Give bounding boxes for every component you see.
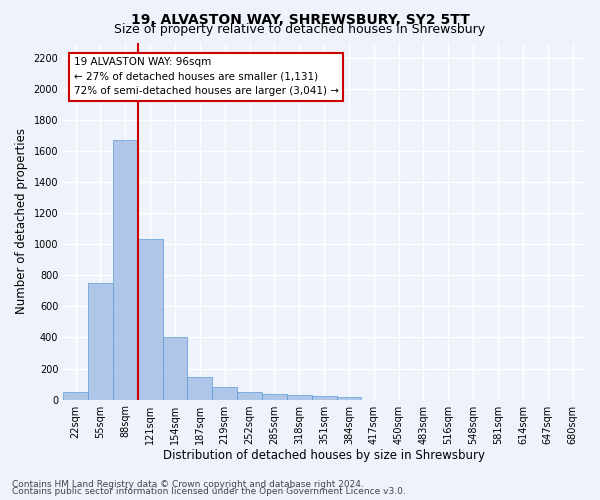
Y-axis label: Number of detached properties: Number of detached properties [15, 128, 28, 314]
Bar [88, 284, 113, 400]
Text: 19, ALVASTON WAY, SHREWSBURY, SY2 5TT: 19, ALVASTON WAY, SHREWSBURY, SY2 5TT [131, 12, 469, 26]
Bar [287, 395, 311, 400]
Bar [113, 140, 138, 400]
Text: Contains HM Land Registry data © Crown copyright and database right 2024.: Contains HM Land Registry data © Crown c… [12, 480, 364, 489]
Bar [337, 397, 361, 400]
Bar [237, 392, 262, 400]
Bar [212, 386, 237, 400]
Text: Contains public sector information licensed under the Open Government Licence v3: Contains public sector information licen… [12, 487, 406, 496]
X-axis label: Distribution of detached houses by size in Shrewsbury: Distribution of detached houses by size … [163, 450, 485, 462]
Bar [63, 392, 88, 400]
Bar [138, 240, 163, 400]
Bar [262, 394, 287, 400]
Bar [163, 337, 187, 400]
Bar [311, 396, 337, 400]
Text: Size of property relative to detached houses in Shrewsbury: Size of property relative to detached ho… [115, 22, 485, 36]
Text: 19 ALVASTON WAY: 96sqm
← 27% of detached houses are smaller (1,131)
72% of semi-: 19 ALVASTON WAY: 96sqm ← 27% of detached… [74, 57, 338, 96]
Bar [187, 376, 212, 400]
